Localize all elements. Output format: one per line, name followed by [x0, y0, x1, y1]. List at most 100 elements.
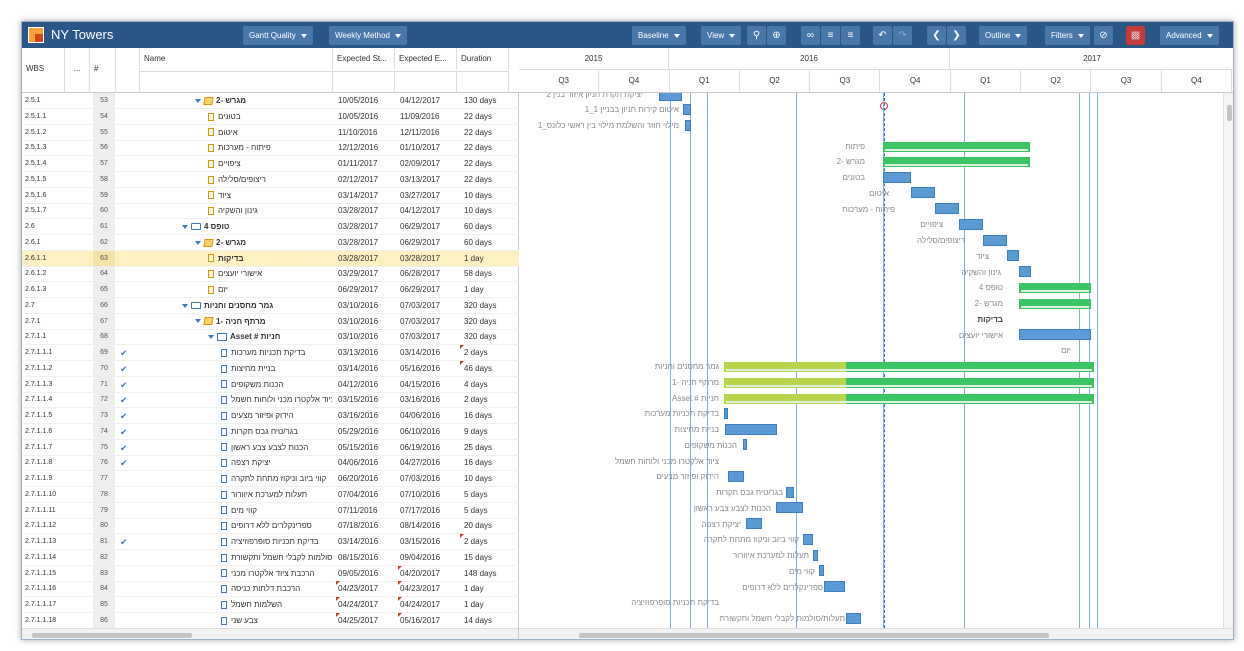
name-cell[interactable]: יזם	[142, 282, 332, 298]
name-cell[interactable]: הרכבת דלתות כניסה	[142, 581, 332, 597]
name-cell[interactable]: טופס 4	[142, 219, 332, 235]
table-row[interactable]: 2.7.1.1.2 70 ✔ בניית מחיצות 03/14/2016 05/16/…	[22, 360, 519, 377]
task-bar[interactable]	[911, 187, 935, 199]
col-header-wbs[interactable]: WBS	[22, 48, 65, 93]
name-cell[interactable]: אישורי יועצים	[142, 266, 332, 282]
view-dropdown[interactable]: View	[701, 26, 742, 45]
name-cell[interactable]: Asset # חניות	[142, 329, 332, 345]
zoom-in-icon[interactable]: ⊕	[767, 26, 786, 45]
name-cell[interactable]: בדיקת תכניות סופרפוזיציה	[142, 534, 332, 550]
task-bar[interactable]	[725, 423, 777, 435]
critical-path-icon[interactable]: ▩	[1126, 26, 1145, 45]
table-row[interactable]: 2.7.1.1.14 82 תעלות/סולמות לקבלי חשמל ותקש…	[22, 549, 519, 566]
summary-bar[interactable]	[883, 157, 1030, 168]
table-row[interactable]: 2.7 66 גמר מחסנים וחניות 03/10/2016 07/03/20…	[22, 297, 519, 314]
name-cell[interactable]: ציפויים	[142, 156, 332, 172]
table-row[interactable]: 2.5.1 53 מגרש -2 10/05/2016 04/12/2017 130 da…	[22, 93, 519, 109]
undo-icon[interactable]: ↶	[873, 26, 892, 45]
name-cell[interactable]: גמר מחסנים וחניות	[142, 298, 332, 314]
name-cell[interactable]: הידוק וּפיזור מצעים	[142, 408, 332, 424]
name-cell[interactable]: הכנות לצבע צבע ראשון	[142, 440, 332, 456]
task-bar[interactable]	[883, 171, 911, 183]
table-row[interactable]: 2.5.1.7 60 גינון והשקיה 03/28/2017 04/12/201…	[22, 203, 519, 220]
task-bar[interactable]	[1007, 250, 1019, 262]
col-header-status[interactable]	[116, 48, 140, 93]
task-bar[interactable]	[743, 439, 747, 451]
table-row[interactable]: 2.7.1.1.11 79 קווי מים 07/11/2016 07/17/2016…	[22, 502, 519, 519]
task-bar[interactable]	[824, 581, 845, 593]
table-row[interactable]: 2.6.1.3 65 יזם 06/29/2017 06/29/2017 1 day	[22, 282, 519, 298]
name-cell[interactable]: בדיקת תכניות מערכות	[142, 345, 332, 361]
chevron-left-icon[interactable]: ❮	[927, 26, 946, 45]
task-bar[interactable]	[846, 612, 861, 624]
table-row[interactable]: 2.5.1.3 56 פיתוח - מערכות 12/12/2016 01/10/2…	[22, 140, 519, 157]
col-header-name[interactable]: Name	[140, 48, 333, 70]
task-bar[interactable]	[813, 549, 818, 561]
outline-dropdown[interactable]: Outline	[979, 26, 1028, 45]
name-cell[interactable]: השלמות חשמל	[142, 597, 332, 613]
table-row[interactable]: 2.6.1.2 64 אישורי יועצים 03/29/2017 06/28/20…	[22, 266, 519, 283]
name-cell[interactable]: תעלות/סולמות לקבלי חשמל ותקשורת	[142, 550, 332, 566]
col-header-expected-start[interactable]: Expected St...	[333, 48, 395, 70]
task-bar[interactable]	[776, 502, 803, 514]
gantt-horizontal-scrollbar[interactable]	[519, 628, 1233, 639]
table-row[interactable]: 2.7.1.1.12 80 ספרינקלרים ללא דרופים 07/18/2…	[22, 518, 519, 535]
task-bar[interactable]	[819, 565, 824, 577]
task-bar[interactable]	[786, 486, 794, 498]
task-bar[interactable]	[1019, 266, 1031, 278]
task-bar[interactable]	[728, 470, 744, 482]
name-cell[interactable]: הרכבת ציוד אלקטרו מכני	[142, 566, 332, 582]
col-header-duration[interactable]: Duration	[457, 48, 509, 70]
grid-horizontal-scrollbar[interactable]	[22, 628, 518, 639]
col-header-expected-end[interactable]: Expected E...	[395, 48, 457, 70]
task-bar[interactable]	[683, 103, 691, 115]
summary-bar[interactable]	[724, 377, 1094, 388]
table-row[interactable]: 2.6.1 62 מגרש -2 03/28/2017 06/29/2017 60 day…	[22, 234, 519, 251]
name-cell[interactable]: בגר/טיח גבס תקרות	[142, 424, 332, 440]
summary-bar[interactable]	[883, 141, 1030, 152]
table-row[interactable]: 2.7.1.1.10 78 תעלות למערכת איוורור 07/04/20…	[22, 486, 519, 503]
table-row[interactable]: 2.5.1.1 54 בטונים 10/05/2016 11/09/2016 22 da…	[22, 108, 519, 125]
link-icon[interactable]: ∞	[801, 26, 820, 45]
table-row[interactable]: 2.7.1.1.3 71 ✔ הכנות משקופים 04/12/2016 04/15…	[22, 376, 519, 393]
table-row[interactable]: 2.7.1 67 מרתף חניה -1 03/10/2016 07/03/2017 3…	[22, 313, 519, 330]
task-bar[interactable]	[659, 93, 682, 101]
weekly-method-dropdown[interactable]: Weekly Method	[329, 26, 407, 45]
indent-icon[interactable]: ≡	[821, 26, 840, 45]
summary-bar[interactable]	[1019, 299, 1091, 310]
name-cell[interactable]: בניית מחיצות	[142, 361, 332, 377]
table-row[interactable]: 2.6.1.1 63 בדיקות 03/28/2017 03/28/2017 1 day	[22, 250, 519, 267]
task-bar[interactable]	[746, 518, 762, 530]
task-bar[interactable]	[803, 533, 813, 545]
clear-filter-icon[interactable]: ⊘	[1094, 26, 1113, 45]
table-row[interactable]: 2.7.1.1 68 Asset # חניות 03/10/2016 07/03/20…	[22, 329, 519, 346]
name-cell[interactable]: ציוד אלקטרו מכני ולוחות חשמל	[142, 392, 332, 408]
table-row[interactable]: 2.5.1.2 55 איטום 11/10/2016 12/11/2016 22 day…	[22, 124, 519, 141]
zoom-out-icon[interactable]: ⚲	[747, 26, 766, 45]
table-row[interactable]: 2.7.1.1.1 69 ✔ בדיקת תכניות מערכות 03/13/201…	[22, 345, 519, 361]
name-cell[interactable]: מגרש -2	[142, 235, 332, 251]
name-cell[interactable]: פיתוח - מערכות	[142, 140, 332, 156]
name-cell[interactable]: קווי ביוב וניקוז מתחת לתקרה	[142, 471, 332, 487]
table-row[interactable]: 2.7.1.1.5 73 ✔ הידוק וּפיזור מצעים 03/16/201…	[22, 408, 519, 424]
task-bar[interactable]	[959, 218, 983, 230]
chevron-right-icon[interactable]: ❯	[947, 26, 966, 45]
name-cell[interactable]: בדיקות	[142, 251, 332, 267]
task-bar[interactable]	[1019, 329, 1091, 341]
name-cell[interactable]: ספרינקלרים ללא דרופים	[142, 518, 332, 534]
task-bar[interactable]	[724, 407, 728, 419]
name-cell[interactable]: מגרש -2	[142, 93, 332, 109]
table-row[interactable]: 2.7.1.1.15 83 הרכבת ציוד אלקטרו מכני 09/05/…	[22, 565, 519, 582]
table-row[interactable]: 2.7.1.1.8 76 ✔ יציקת רצפה 04/06/2016 04/27/20…	[22, 455, 519, 472]
name-cell[interactable]: מרתף חניה -1	[142, 314, 332, 330]
table-row[interactable]: 2.5.1.6 59 ציוד 03/14/2017 03/27/2017 10 days	[22, 187, 519, 204]
table-row[interactable]: 2.7.1.1.16 84 הרכבת דלתות כניסה 04/23/2017 0…	[22, 581, 519, 598]
outdent-icon[interactable]: ≡	[841, 26, 860, 45]
table-row[interactable]: 2.7.1.1.6 74 ✔ בגר/טיח גבס תקרות 05/29/2016 0…	[22, 423, 519, 440]
table-row[interactable]: 2.6 61 טופס 4 03/28/2017 06/29/2017 60 days	[22, 219, 519, 235]
name-cell[interactable]: יציקת רצפה	[142, 455, 332, 471]
table-row[interactable]: 2.7.1.1.17 85 השלמות חשמל 04/24/2017 04/24/2…	[22, 597, 519, 613]
table-row[interactable]: 2.7.1.1.7 75 ✔ הכנות לצבע צבע ראשון 05/15/20…	[22, 439, 519, 456]
collapse-toggle-icon[interactable]	[195, 240, 201, 245]
table-row[interactable]: 2.7.1.1.18 86 צבע שני 04/25/2017 05/16/2017 1…	[22, 612, 519, 628]
